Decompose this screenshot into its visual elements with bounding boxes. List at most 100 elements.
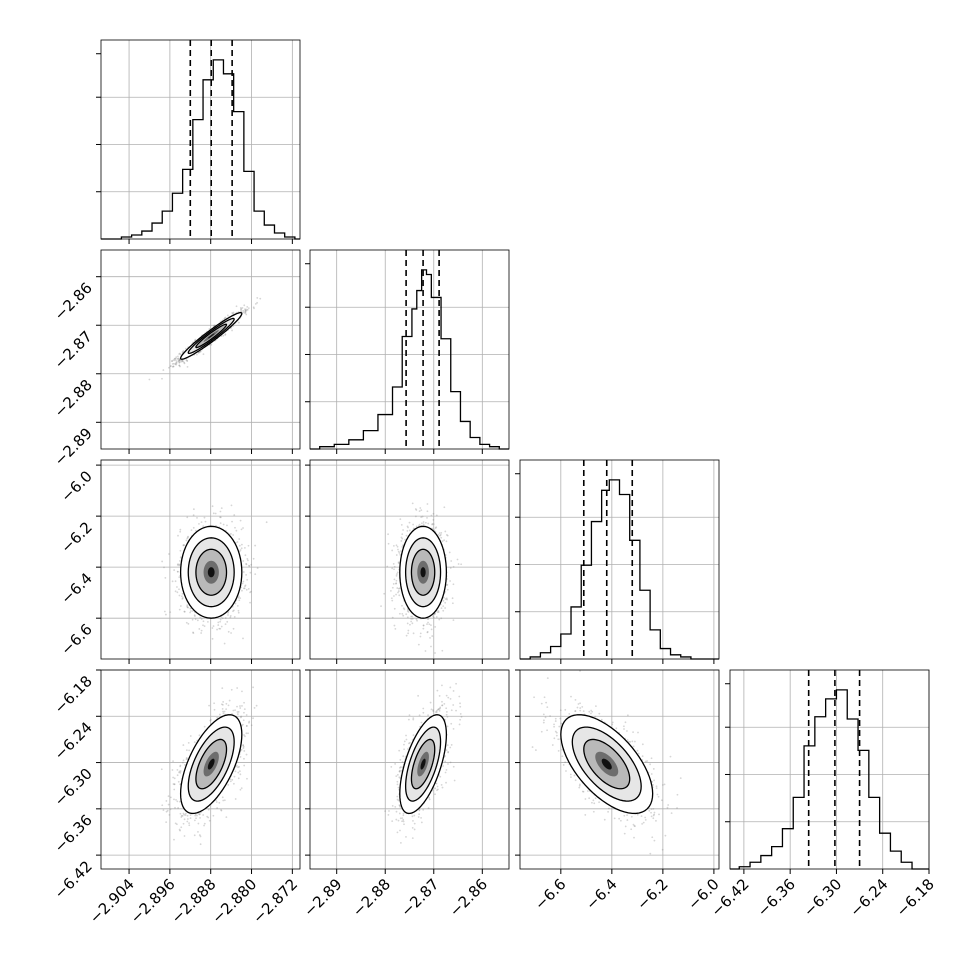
sample-point [176, 570, 179, 573]
sample-point [431, 527, 434, 530]
sample-point [419, 632, 422, 635]
sample-point [239, 307, 242, 309]
sample-point [179, 765, 182, 768]
sample-point [446, 534, 449, 537]
histogram-step [730, 689, 929, 870]
sample-point [400, 540, 403, 542]
sample-point [244, 311, 247, 314]
sample-point [424, 650, 427, 652]
sample-point [244, 310, 247, 313]
sample-point [220, 625, 223, 628]
sample-point [397, 561, 400, 564]
x-tick-label: −6.24 [846, 875, 891, 920]
sample-point [216, 807, 219, 809]
sample-point [456, 558, 459, 561]
sample-point [232, 534, 235, 536]
sample-point [237, 609, 240, 612]
sample-point [219, 618, 222, 621]
sample-point [179, 359, 181, 362]
sample-point [250, 563, 253, 566]
sample-point [396, 587, 399, 589]
sample-point [238, 544, 241, 547]
sample-point [173, 358, 176, 360]
sample-point [193, 614, 196, 616]
sample-point [436, 611, 439, 614]
sample-point [224, 334, 227, 336]
sample-point [387, 542, 390, 545]
sample-point [175, 360, 178, 362]
sample-point [383, 592, 386, 595]
sample-point [212, 814, 215, 817]
sample-point [402, 529, 404, 531]
sample-point [203, 822, 206, 825]
sample-point [174, 806, 176, 809]
sample-point [172, 362, 175, 365]
sample-point [233, 514, 236, 516]
sample-point [183, 835, 186, 837]
sample-point [177, 534, 179, 537]
sample-point [410, 618, 413, 620]
sample-point [409, 623, 411, 626]
sample-point [401, 545, 404, 548]
sample-point [238, 538, 241, 540]
sample-point [431, 522, 434, 525]
sample-point [178, 608, 181, 611]
sample-point [244, 585, 246, 588]
sample-point [231, 329, 233, 332]
sample-point [243, 546, 246, 549]
sample-point [212, 512, 215, 515]
sample-point [232, 311, 235, 314]
histogram-panel-3: −6.42 −6.36 −6.30 −6.24 −6.18 [707, 669, 938, 920]
sample-point [227, 704, 230, 707]
sample-point [207, 808, 210, 811]
sample-point [244, 584, 247, 587]
sample-point [177, 563, 179, 565]
sample-point [199, 816, 201, 819]
sample-point [186, 537, 189, 540]
sample-point [448, 551, 451, 554]
axes-frame [309, 249, 510, 450]
sample-point [178, 576, 181, 579]
sample-point [408, 529, 411, 532]
sample-point [401, 537, 404, 540]
sample-point [169, 808, 172, 811]
sample-point [243, 711, 245, 714]
sample-point [179, 559, 181, 562]
sample-point [186, 606, 189, 609]
y-tick-label: −2.86 [51, 279, 96, 324]
sample-point [393, 565, 396, 568]
sample-point [233, 616, 236, 618]
sample-point [392, 562, 395, 565]
sample-point [177, 357, 180, 360]
axes-frame [309, 459, 510, 660]
sample-point [426, 510, 429, 513]
sample-point [170, 360, 173, 362]
sample-point [195, 817, 197, 820]
sample-point [249, 591, 251, 594]
sample-point [405, 613, 408, 616]
sample-point [218, 627, 221, 630]
sample-point [170, 365, 172, 367]
sample-point [219, 627, 222, 630]
sample-point [183, 610, 186, 613]
sample-point [406, 610, 409, 612]
sample-point [229, 780, 232, 783]
sample-point [236, 711, 239, 713]
sample-point [199, 616, 202, 619]
sample-point [202, 620, 205, 623]
sample-point [393, 595, 395, 597]
sample-point [223, 318, 226, 320]
sample-point [242, 637, 244, 640]
sample-point [244, 554, 247, 557]
sample-point [390, 597, 393, 600]
sample-point [234, 526, 236, 529]
sample-point [391, 567, 394, 570]
sample-point [440, 531, 443, 534]
sample-point [440, 536, 443, 539]
sample-point [178, 360, 180, 362]
sample-point [397, 591, 399, 594]
sample-point [254, 573, 257, 576]
sample-point [402, 607, 405, 610]
sample-point [395, 554, 398, 556]
sample-point [221, 617, 224, 620]
